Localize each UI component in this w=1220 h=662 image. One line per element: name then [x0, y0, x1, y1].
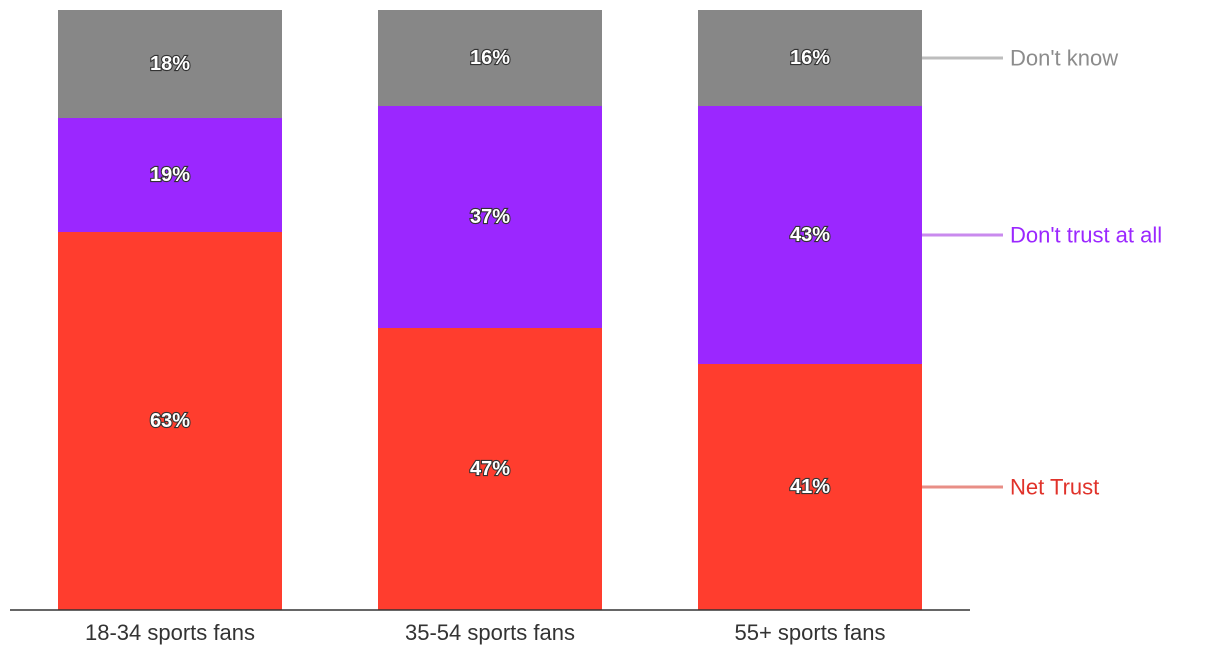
- data-label: 43%: [790, 224, 830, 246]
- legend-label: Don't trust at all: [1010, 223, 1162, 248]
- data-label: 47%: [470, 458, 510, 480]
- x-tick-label: 18-34 sports fans: [85, 620, 255, 645]
- data-label: 19%: [150, 164, 190, 186]
- segment-labels-layer: 63% 19% 18% 47% 37% 16% 41% 43% 16%: [149, 46, 831, 499]
- bar-segment-dont-know: [698, 10, 922, 106]
- legend: Net Trust Don't trust at all Don't know: [922, 46, 1162, 500]
- data-label: 63%: [150, 410, 190, 432]
- data-label: 18%: [150, 53, 190, 75]
- bar-segment-net-trust: [58, 232, 282, 610]
- x-tick-label: 55+ sports fans: [734, 620, 885, 645]
- legend-label: Net Trust: [1010, 475, 1099, 500]
- data-label: 16%: [470, 47, 510, 69]
- bar-segment-dont-trust-at-all: [698, 106, 922, 364]
- data-label: 41%: [790, 476, 830, 498]
- bar-segment-dont-trust-at-all: [58, 118, 282, 232]
- bar-segment-net-trust: [378, 328, 602, 610]
- bars-layer: [58, 10, 922, 610]
- bar-segment-dont-know: [378, 10, 602, 106]
- bar-segment-net-trust: [698, 364, 922, 610]
- legend-label: Don't know: [1010, 46, 1118, 71]
- bar-segment-dont-know: [58, 10, 282, 118]
- bar-segment-dont-trust-at-all: [378, 106, 602, 328]
- x-tick-label: 35-54 sports fans: [405, 620, 575, 645]
- data-label: 16%: [790, 47, 830, 69]
- data-label: 37%: [470, 206, 510, 228]
- category-labels-layer: 18-34 sports fans 35-54 sports fans 55+ sp…: [85, 620, 886, 645]
